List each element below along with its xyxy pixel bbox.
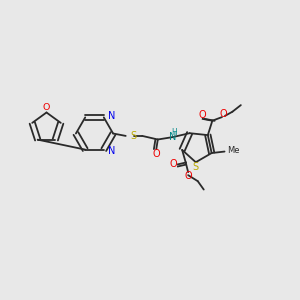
Text: H: H xyxy=(171,128,177,137)
Text: S: S xyxy=(193,162,199,172)
Text: S: S xyxy=(130,131,136,141)
Text: Me: Me xyxy=(228,146,240,155)
Text: O: O xyxy=(152,148,160,159)
Text: O: O xyxy=(198,110,206,120)
Text: N: N xyxy=(108,111,116,121)
Text: O: O xyxy=(170,159,178,169)
Text: O: O xyxy=(184,171,192,181)
Text: N: N xyxy=(169,131,176,142)
Text: O: O xyxy=(43,103,50,112)
Text: N: N xyxy=(108,146,116,156)
Text: O: O xyxy=(220,110,228,119)
